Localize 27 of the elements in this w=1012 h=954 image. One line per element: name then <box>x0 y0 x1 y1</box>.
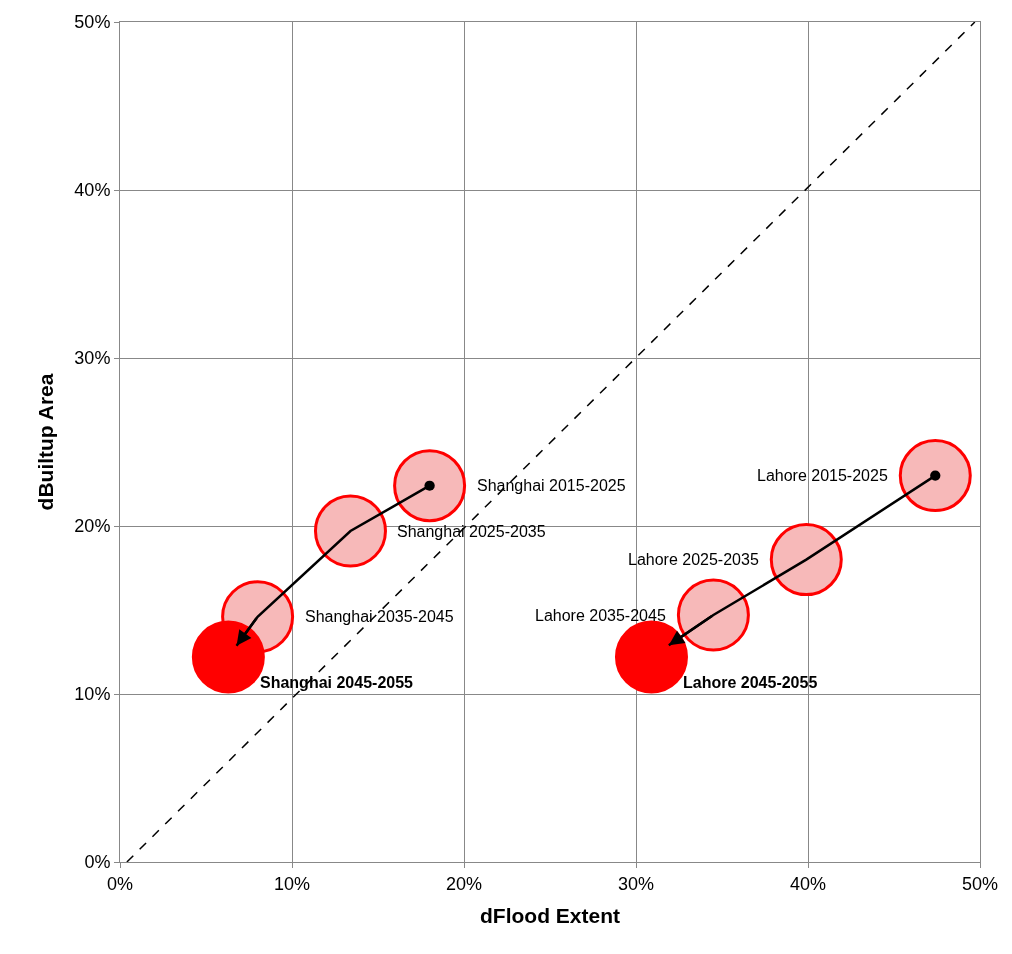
data-label: Shanghai 2045-2055 <box>260 674 414 691</box>
data-label: Shanghai 2015-2025 <box>477 477 626 494</box>
data-label: Lahore 2045-2055 <box>683 674 818 691</box>
x-tick-label: 30% <box>617 873 655 894</box>
x-tick-label: 20% <box>445 873 483 894</box>
data-label: Lahore 2025-2035 <box>628 551 759 568</box>
point <box>314 494 387 568</box>
x-tick-label: 50% <box>961 873 999 894</box>
y-tick-label: 0% <box>84 852 111 873</box>
y-tick-label: 40% <box>74 180 111 201</box>
x-tick-label: 40% <box>789 873 827 894</box>
y-axis-title: dBuiltup Area <box>33 373 57 511</box>
x-tick-label: 0% <box>106 873 134 894</box>
x-tick-label: 10% <box>273 873 311 894</box>
data-label: Lahore 2015-2025 <box>757 467 888 484</box>
point <box>393 449 467 523</box>
data-label: Shanghai 2035-2045 <box>305 608 454 625</box>
y-tick-label: 30% <box>74 348 111 369</box>
data-label: Lahore 2035-2045 <box>535 607 666 624</box>
y-tick-label: 20% <box>74 516 111 537</box>
point <box>769 523 843 597</box>
point <box>898 439 972 513</box>
x-axis-title: dFlood Extent <box>480 903 620 927</box>
data-label: Shanghai 2025-2035 <box>397 523 546 540</box>
y-tick-label: 10% <box>74 684 111 705</box>
point <box>676 578 750 652</box>
y-tick-label: 50% <box>74 12 111 33</box>
